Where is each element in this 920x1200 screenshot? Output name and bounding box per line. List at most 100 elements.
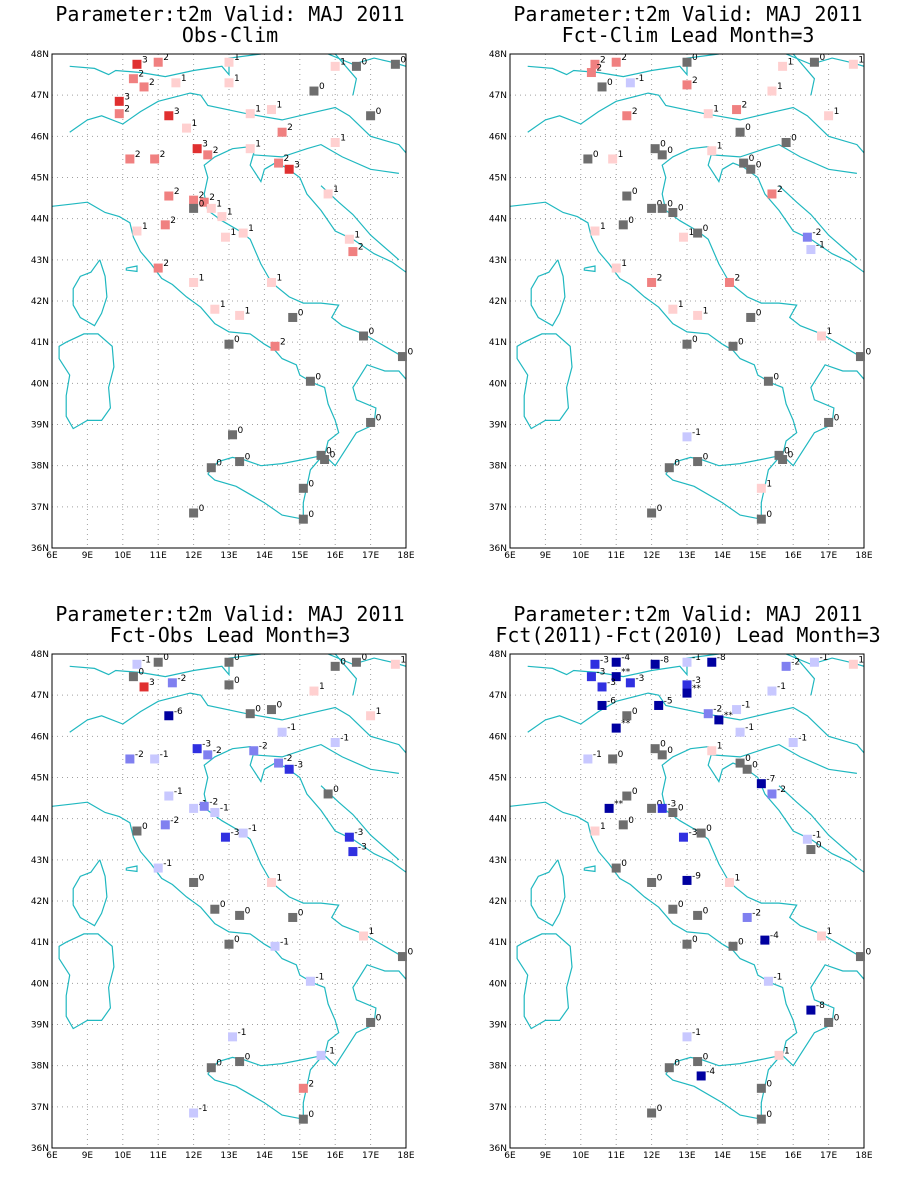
station-marker xyxy=(767,189,777,199)
station-value: 0 xyxy=(667,199,673,209)
station-marker xyxy=(351,657,361,667)
y-tick-label: 40N xyxy=(31,979,49,989)
station-value: 0 xyxy=(752,760,758,770)
station-marker xyxy=(224,680,234,690)
y-tick-label: 42N xyxy=(31,297,49,307)
station-value: 0 xyxy=(791,134,797,144)
station-value: 0 xyxy=(756,308,762,318)
station-marker xyxy=(802,232,812,242)
station-value: 3 xyxy=(174,107,180,117)
x-tick-label: 14E xyxy=(714,1151,731,1161)
station-marker xyxy=(678,832,688,842)
station-marker xyxy=(167,678,177,688)
station-marker xyxy=(153,263,163,273)
station-marker xyxy=(132,226,142,236)
station-value: 2 xyxy=(174,187,180,197)
station-marker xyxy=(139,682,149,692)
x-tick-label: 13E xyxy=(220,551,237,561)
station-marker xyxy=(756,1083,766,1093)
station-value: 1 xyxy=(600,822,606,832)
station-marker xyxy=(668,904,678,914)
station-marker xyxy=(309,686,319,696)
x-tick-label: 11E xyxy=(150,551,167,561)
station-marker xyxy=(288,912,298,922)
coastline xyxy=(253,743,399,774)
station-marker xyxy=(224,57,234,67)
station-marker xyxy=(160,820,170,830)
station-marker xyxy=(657,750,667,760)
station-marker xyxy=(164,711,174,721)
station-value: -6 xyxy=(607,696,616,706)
station-value: 1 xyxy=(858,655,864,665)
station-marker xyxy=(622,191,632,201)
station-marker xyxy=(767,86,777,96)
station-value: 1 xyxy=(340,57,346,67)
x-tick-label: 14E xyxy=(256,551,273,561)
x-tick-label: 16E xyxy=(785,551,802,561)
station-value: -2 xyxy=(713,705,722,715)
coastline-group xyxy=(52,654,406,1120)
station-value: 0 xyxy=(276,701,282,711)
station-value: 0 xyxy=(692,935,698,945)
station-value: 0 xyxy=(621,859,627,869)
station-value: 0 xyxy=(816,841,822,851)
x-tick-label: 9E xyxy=(540,551,552,561)
y-tick-label: 41N xyxy=(489,338,507,348)
station-marker xyxy=(703,109,713,119)
station-marker xyxy=(128,672,138,682)
coastline xyxy=(203,745,406,960)
station-marker xyxy=(707,146,717,156)
station-value: 2 xyxy=(596,64,602,74)
station-value: 0 xyxy=(756,160,762,170)
station-marker xyxy=(622,111,632,121)
station-marker xyxy=(668,207,678,217)
station-marker xyxy=(150,754,160,764)
station-value: 2 xyxy=(657,273,663,283)
x-tick-label: 18E xyxy=(855,1151,872,1161)
y-tick-label: 36N xyxy=(31,1144,49,1154)
y-tick-label: 45N xyxy=(489,174,507,184)
y-tick-label: 44N xyxy=(31,815,49,825)
y-tick-label: 36N xyxy=(31,544,49,554)
station-value: -1 xyxy=(315,972,324,982)
station-marker xyxy=(189,508,199,518)
station-marker xyxy=(809,657,819,667)
coastline-group xyxy=(52,54,406,520)
x-tick-label: 12E xyxy=(643,1151,660,1161)
station-marker xyxy=(746,164,756,174)
station-marker xyxy=(266,277,276,287)
station-value: -8 xyxy=(660,655,669,665)
station-value: 0 xyxy=(330,450,336,460)
station-value: -5 xyxy=(664,696,673,706)
map-frame xyxy=(509,653,865,1149)
station-value: 0 xyxy=(667,746,673,756)
station-marker xyxy=(774,1050,784,1060)
station-marker xyxy=(220,832,230,842)
station-marker xyxy=(650,659,660,669)
station-value: 0 xyxy=(199,199,205,209)
coastline xyxy=(125,865,138,873)
station-marker xyxy=(682,80,692,90)
station-marker xyxy=(305,976,315,986)
coastline xyxy=(253,143,399,174)
map-panel-3: 6E 9E 10E 11E 12E 13E 14E 15E 16E 17E 18E 36N 37N 38N… xyxy=(31,650,415,1161)
station-marker xyxy=(284,164,294,174)
map-panel-1: 6E 9E 10E 11E 12E 13E 14E 15E 16E 17E 18E 36N 37N 38N… xyxy=(31,50,415,561)
station-value: -2 xyxy=(777,785,786,795)
station-value: -1 xyxy=(692,1028,701,1038)
station-value: -2 xyxy=(209,797,218,807)
station-value: 0 xyxy=(163,653,169,663)
x-tick-label: 12E xyxy=(185,551,202,561)
station-marker xyxy=(647,508,657,518)
station-marker xyxy=(625,678,635,688)
station-value: 0 xyxy=(745,754,751,764)
station-value: -1 xyxy=(163,859,172,869)
station-marker xyxy=(206,203,216,213)
station-marker xyxy=(284,764,294,774)
station-marker xyxy=(189,1108,199,1118)
map-frame xyxy=(509,53,865,549)
station-marker xyxy=(298,1083,308,1093)
panel-4-title-line1: Parameter:t2m Valid: MAJ 2011 xyxy=(513,602,863,626)
station-value: 2 xyxy=(308,1079,314,1089)
